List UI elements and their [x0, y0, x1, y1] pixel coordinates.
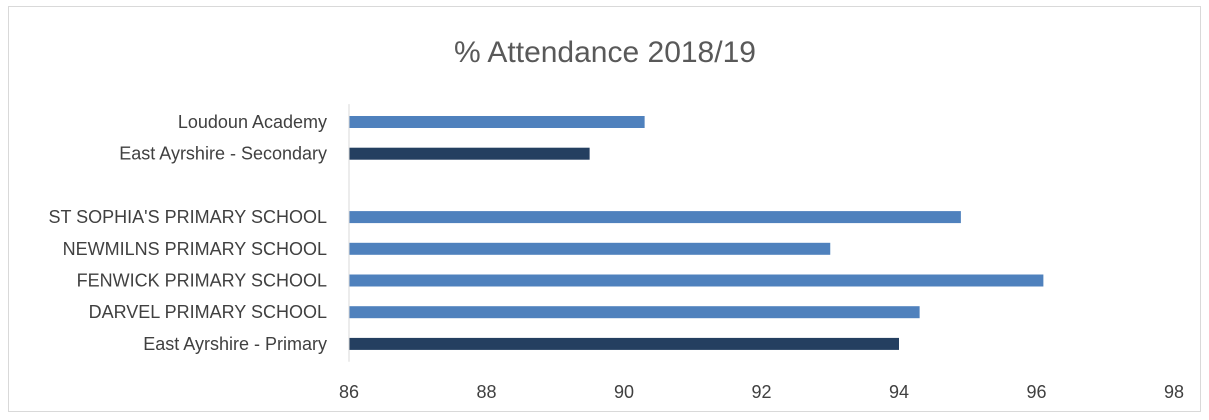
x-tick-label: 86	[339, 382, 359, 402]
bar-east-ayrshire-secondary	[349, 147, 590, 160]
x-tick-label: 94	[889, 382, 909, 402]
x-tick-label: 90	[614, 382, 634, 402]
category-label: ST SOPHIA'S PRIMARY SCHOOL	[48, 207, 327, 227]
bar-east-ayrshire-primary	[349, 337, 899, 350]
x-tick-label: 92	[751, 382, 771, 402]
chart-title: % Attendance 2018/19	[454, 36, 756, 69]
category-label: DARVEL PRIMARY SCHOOL	[89, 302, 327, 322]
category-label: NEWMILNS PRIMARY SCHOOL	[63, 239, 327, 259]
bar-newmilns-primary-school	[349, 242, 831, 255]
bar-darvel-primary-school	[349, 306, 920, 319]
bar-fenwick-primary-school	[349, 274, 1044, 287]
x-tick-label: 96	[1026, 382, 1046, 402]
category-label: Loudoun Academy	[178, 112, 327, 132]
chart-frame: % Attendance 2018/19 Loudoun Academy East…	[8, 6, 1201, 412]
attendance-bar-chart: % Attendance 2018/19 Loudoun Academy East…	[48, 36, 1184, 402]
bar-st-sophia-s-primary-school	[349, 211, 961, 224]
category-label: East Ayrshire - Secondary	[119, 144, 327, 164]
bars-layer	[349, 116, 1044, 350]
x-tick-labels: 86 88 90 92 94 96 98	[339, 382, 1184, 402]
category-label: East Ayrshire - Primary	[143, 334, 327, 354]
x-tick-label: 88	[476, 382, 496, 402]
category-label: FENWICK PRIMARY SCHOOL	[77, 271, 327, 291]
category-labels: Loudoun Academy East Ayrshire - Secondary…	[48, 112, 327, 354]
bar-loudoun-academy	[349, 116, 645, 128]
x-tick-label: 98	[1164, 382, 1184, 402]
